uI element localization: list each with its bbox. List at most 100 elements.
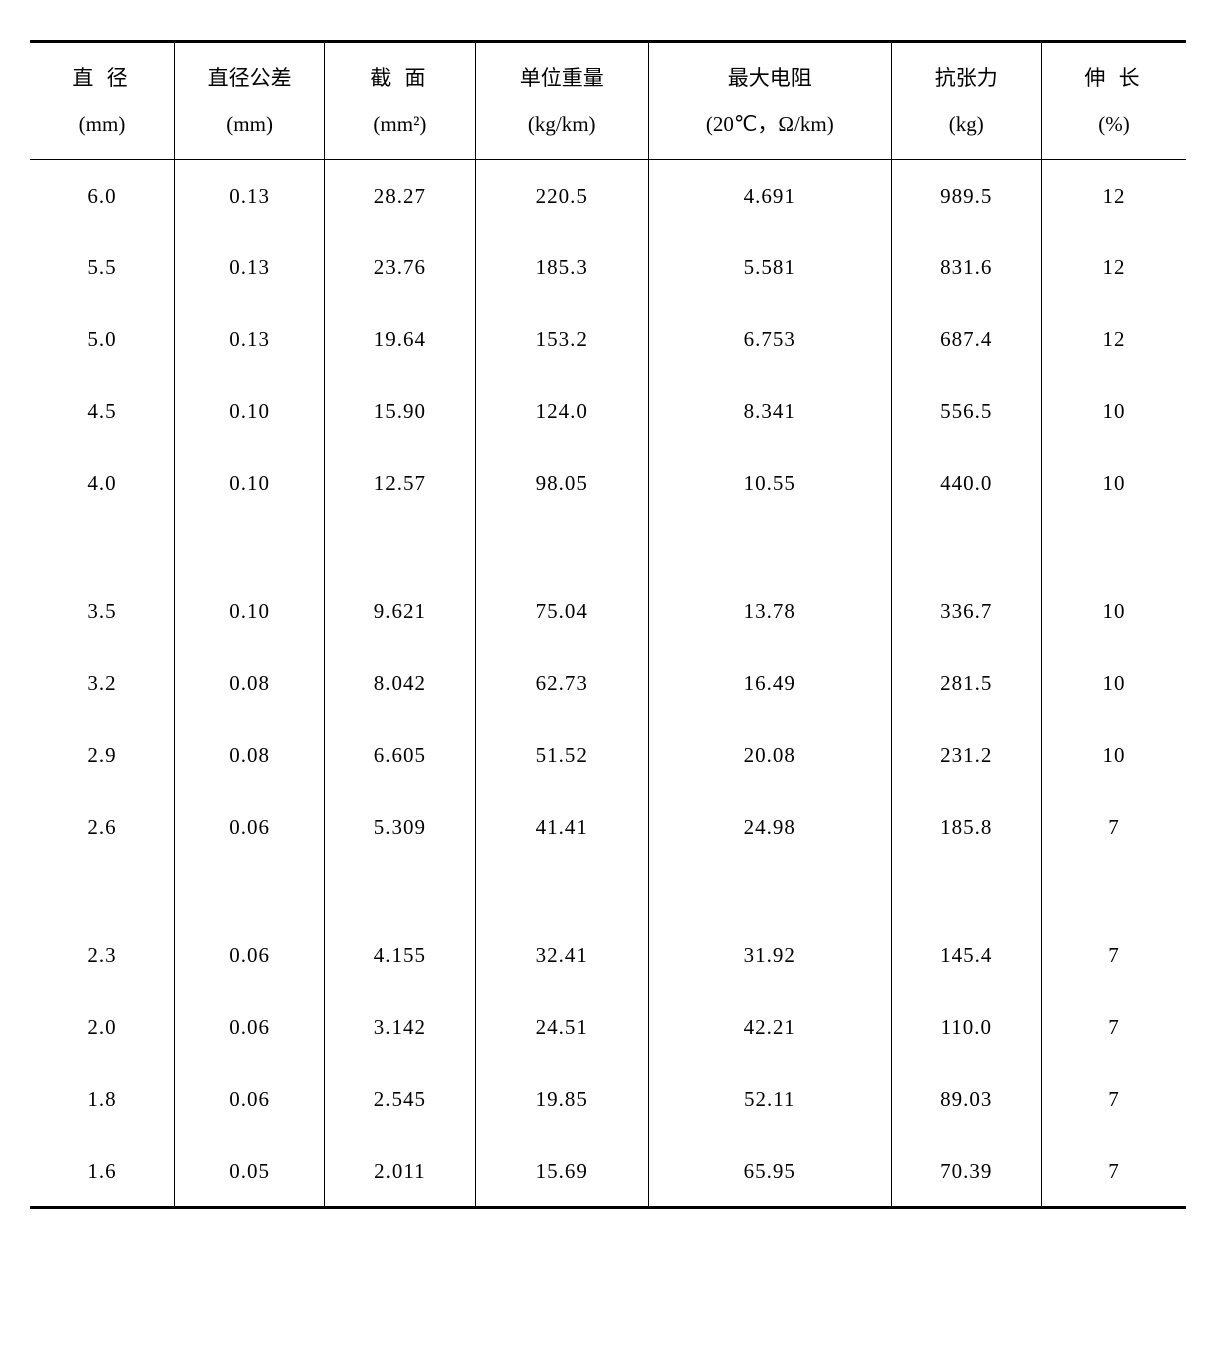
table-cell: 3.142 bbox=[325, 992, 475, 1064]
table-cell: 89.03 bbox=[891, 1064, 1041, 1136]
table-cell: 12 bbox=[1041, 304, 1186, 376]
table-cell: 13.78 bbox=[648, 576, 891, 648]
table-row: 3.50.109.62175.0413.78336.710 bbox=[30, 576, 1186, 648]
spacer-cell bbox=[325, 520, 475, 576]
table-cell: 42.21 bbox=[648, 992, 891, 1064]
table-cell: 0.06 bbox=[175, 1064, 325, 1136]
spacer-cell bbox=[175, 864, 325, 920]
spacer-cell bbox=[325, 864, 475, 920]
table-cell: 0.06 bbox=[175, 992, 325, 1064]
table-cell: 5.309 bbox=[325, 792, 475, 864]
table-cell: 5.0 bbox=[30, 304, 175, 376]
table-row: 1.60.052.01115.6965.9570.397 bbox=[30, 1136, 1186, 1208]
col-header-l1: 抗张力 bbox=[898, 55, 1035, 101]
col-header-4: 最大电阻(20℃，Ω/km) bbox=[648, 42, 891, 160]
table-cell: 2.011 bbox=[325, 1136, 475, 1208]
table-cell: 20.08 bbox=[648, 720, 891, 792]
table-cell: 19.64 bbox=[325, 304, 475, 376]
table-cell: 31.92 bbox=[648, 920, 891, 992]
table-cell: 831.6 bbox=[891, 232, 1041, 304]
table-cell: 0.10 bbox=[175, 376, 325, 448]
table-cell: 16.49 bbox=[648, 648, 891, 720]
table-cell: 2.0 bbox=[30, 992, 175, 1064]
table-cell: 7 bbox=[1041, 1136, 1186, 1208]
table-cell: 5.5 bbox=[30, 232, 175, 304]
table-cell: 0.13 bbox=[175, 160, 325, 232]
table-cell: 220.5 bbox=[475, 160, 648, 232]
col-header-l1: 直 径 bbox=[36, 55, 168, 101]
table-cell: 75.04 bbox=[475, 576, 648, 648]
table-cell: 41.41 bbox=[475, 792, 648, 864]
spacer-row bbox=[30, 520, 1186, 576]
table-cell: 3.5 bbox=[30, 576, 175, 648]
table-cell: 4.155 bbox=[325, 920, 475, 992]
table-cell: 7 bbox=[1041, 1064, 1186, 1136]
col-header-l1: 最大电阻 bbox=[655, 55, 885, 101]
table-cell: 15.90 bbox=[325, 376, 475, 448]
spacer-cell bbox=[648, 864, 891, 920]
col-header-3: 单位重量(kg/km) bbox=[475, 42, 648, 160]
table-header: 直 径(mm)直径公差(mm)截 面(mm²)单位重量(kg/km)最大电阻(2… bbox=[30, 42, 1186, 160]
table-row: 4.50.1015.90124.08.341556.510 bbox=[30, 376, 1186, 448]
table-row: 4.00.1012.5798.0510.55440.010 bbox=[30, 448, 1186, 520]
col-header-l2: (mm) bbox=[36, 101, 168, 147]
table-cell: 0.06 bbox=[175, 920, 325, 992]
table-cell: 2.545 bbox=[325, 1064, 475, 1136]
table-cell: 110.0 bbox=[891, 992, 1041, 1064]
spacer-cell bbox=[1041, 520, 1186, 576]
table-cell: 10 bbox=[1041, 576, 1186, 648]
table-cell: 336.7 bbox=[891, 576, 1041, 648]
spacer-cell bbox=[30, 864, 175, 920]
table-cell: 12 bbox=[1041, 160, 1186, 232]
table-cell: 145.4 bbox=[891, 920, 1041, 992]
table-cell: 24.51 bbox=[475, 992, 648, 1064]
table-cell: 2.3 bbox=[30, 920, 175, 992]
table-cell: 10 bbox=[1041, 648, 1186, 720]
table-cell: 12.57 bbox=[325, 448, 475, 520]
table-cell: 32.41 bbox=[475, 920, 648, 992]
table-cell: 65.95 bbox=[648, 1136, 891, 1208]
table-cell: 3.2 bbox=[30, 648, 175, 720]
table-cell: 98.05 bbox=[475, 448, 648, 520]
col-header-5: 抗张力(kg) bbox=[891, 42, 1041, 160]
table-cell: 52.11 bbox=[648, 1064, 891, 1136]
spacer-cell bbox=[648, 520, 891, 576]
col-header-l2: (kg) bbox=[898, 101, 1035, 147]
table-row: 6.00.1328.27220.54.691989.512 bbox=[30, 160, 1186, 232]
table-cell: 5.581 bbox=[648, 232, 891, 304]
col-header-2: 截 面(mm²) bbox=[325, 42, 475, 160]
table-cell: 10.55 bbox=[648, 448, 891, 520]
spacer-cell bbox=[891, 520, 1041, 576]
table-cell: 185.3 bbox=[475, 232, 648, 304]
col-header-l2: (%) bbox=[1048, 101, 1180, 147]
table-cell: 281.5 bbox=[891, 648, 1041, 720]
spacer-cell bbox=[891, 864, 1041, 920]
table-cell: 12 bbox=[1041, 232, 1186, 304]
col-header-1: 直径公差(mm) bbox=[175, 42, 325, 160]
table-cell: 2.9 bbox=[30, 720, 175, 792]
table-cell: 7 bbox=[1041, 992, 1186, 1064]
table-cell: 1.8 bbox=[30, 1064, 175, 1136]
table-cell: 1.6 bbox=[30, 1136, 175, 1208]
table-cell: 24.98 bbox=[648, 792, 891, 864]
col-header-l1: 直径公差 bbox=[181, 55, 318, 101]
spacer-cell bbox=[30, 520, 175, 576]
table-cell: 0.10 bbox=[175, 576, 325, 648]
table-row: 1.80.062.54519.8552.1189.037 bbox=[30, 1064, 1186, 1136]
table-cell: 7 bbox=[1041, 920, 1186, 992]
spacer-cell bbox=[1041, 864, 1186, 920]
table-cell: 153.2 bbox=[475, 304, 648, 376]
table-cell: 10 bbox=[1041, 448, 1186, 520]
table-body: 6.00.1328.27220.54.691989.5125.50.1323.7… bbox=[30, 160, 1186, 1208]
table-cell: 124.0 bbox=[475, 376, 648, 448]
wire-spec-table: 直 径(mm)直径公差(mm)截 面(mm²)单位重量(kg/km)最大电阻(2… bbox=[30, 40, 1186, 1209]
table-cell: 62.73 bbox=[475, 648, 648, 720]
table-cell: 440.0 bbox=[891, 448, 1041, 520]
table-cell: 28.27 bbox=[325, 160, 475, 232]
table-cell: 6.0 bbox=[30, 160, 175, 232]
table-cell: 15.69 bbox=[475, 1136, 648, 1208]
table-cell: 185.8 bbox=[891, 792, 1041, 864]
table-cell: 0.08 bbox=[175, 648, 325, 720]
table-row: 2.00.063.14224.5142.21110.07 bbox=[30, 992, 1186, 1064]
table-cell: 0.05 bbox=[175, 1136, 325, 1208]
